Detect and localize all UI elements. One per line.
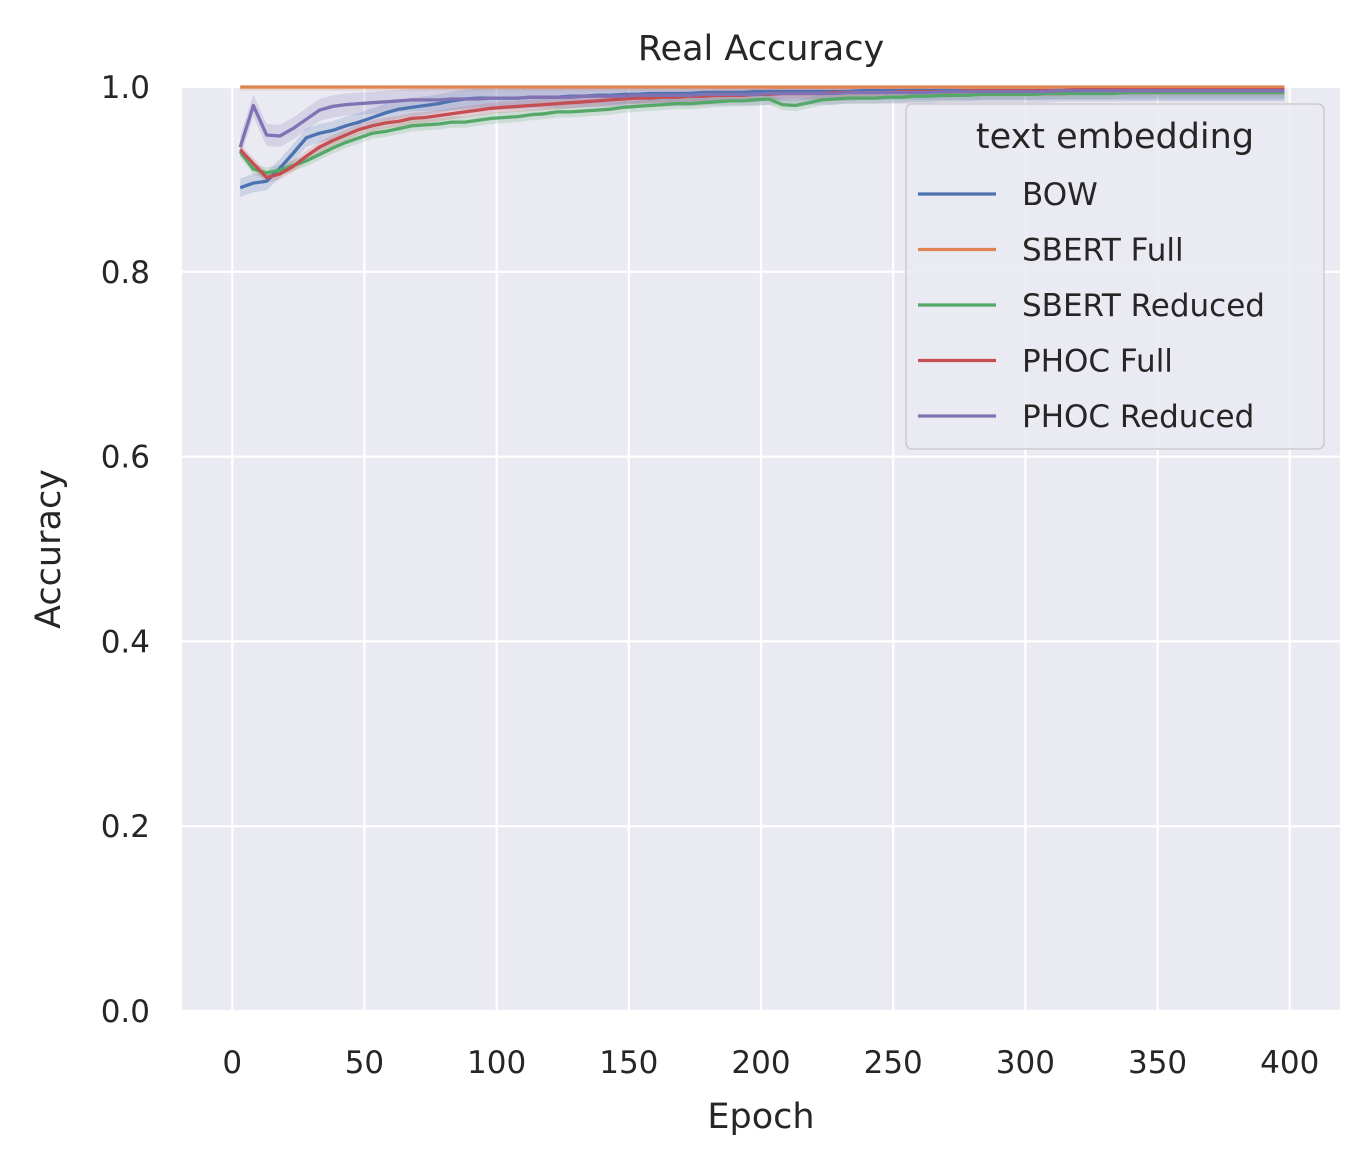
y-tick-label: 0.0: [101, 994, 150, 1030]
series-line-sbert-reduced: [238, 90, 1285, 175]
y-tick-label: 1.0: [101, 70, 150, 106]
x-tick-label: 300: [996, 1045, 1055, 1081]
grid-lines: [182, 85, 1340, 1013]
legend-label-sbert-reduced: SBERT Reduced: [1022, 288, 1265, 324]
legend-label-phoc-full: PHOC Full: [1022, 344, 1173, 380]
y-tick-label: 0.2: [101, 809, 150, 845]
band-bow: [240, 87, 1285, 197]
y-axis-label: Accuracy: [29, 469, 69, 629]
y-tick-label: 0.8: [101, 255, 150, 291]
legend: text embedding BOW SBERT Full SBERT Reduced…: [905, 103, 1325, 450]
y-tick-label: 0.6: [101, 440, 150, 476]
y-tick-labels: 0.0 0.2 0.4 0.6 0.8 1.0: [101, 70, 150, 1030]
x-tick-label: 150: [599, 1045, 658, 1081]
legend-frame: [905, 103, 1325, 450]
x-axis-label: Epoch: [707, 1097, 814, 1137]
series-lines: [238, 85, 1285, 190]
x-tick-label: 100: [467, 1045, 526, 1081]
x-tick-labels: 0 50 100 150 200 250 300 350 400: [222, 1045, 1319, 1081]
x-tick-label: 200: [731, 1045, 790, 1081]
legend-title: text embedding: [976, 117, 1254, 157]
x-tick-label: 0: [222, 1045, 242, 1081]
series-line-phoc-reduced: [238, 89, 1285, 148]
x-tick-label: 400: [1260, 1045, 1319, 1081]
band-sbert-reduced: [240, 87, 1285, 179]
band-phoc-full: [240, 87, 1285, 184]
x-tick-label: 350: [1128, 1045, 1187, 1081]
legend-label-sbert-full: SBERT Full: [1022, 233, 1184, 269]
legend-label-bow: BOW: [1022, 177, 1098, 213]
x-tick-label: 250: [864, 1045, 923, 1081]
legend-label-phoc-reduced: PHOC Reduced: [1022, 399, 1254, 435]
band-phoc-reduced: [240, 87, 1285, 159]
chart-title: Real Accuracy: [638, 29, 884, 69]
y-tick-label: 0.4: [101, 624, 150, 660]
x-tick-label: 50: [345, 1045, 384, 1081]
